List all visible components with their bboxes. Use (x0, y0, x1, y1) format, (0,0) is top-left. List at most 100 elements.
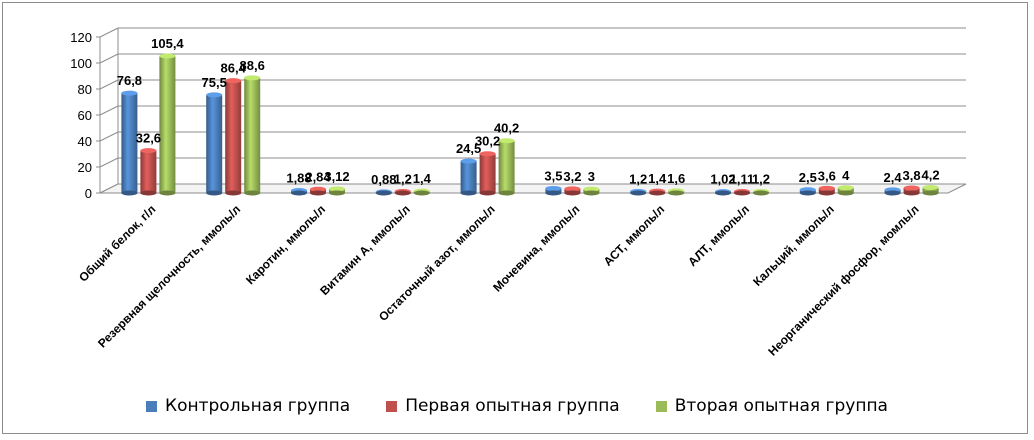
bar-cap (310, 186, 326, 192)
bar-base (394, 190, 411, 196)
bar-base (884, 190, 901, 196)
category-label: Общий белок, г/л (76, 202, 158, 284)
bar-base (375, 190, 392, 196)
y-tick-label: 120 (70, 30, 92, 45)
bar-cap (225, 78, 242, 84)
bar-cap (922, 185, 939, 191)
legend-label: Контрольная группа (165, 396, 351, 416)
data-label: 1,2 (394, 171, 412, 186)
legend-swatch (386, 400, 398, 412)
category-label: АЛТ, ммоль/л (685, 202, 752, 269)
data-label: 3,12 (324, 169, 349, 184)
data-label: 32,6 (136, 131, 161, 146)
data-label: 4 (842, 168, 850, 183)
gridline-depth (99, 53, 119, 64)
bar-base (799, 190, 816, 196)
bar-base (121, 190, 138, 196)
bar-base (291, 190, 307, 196)
bar-base (479, 190, 496, 196)
bar-cap (140, 148, 157, 154)
data-label: 1,11 (730, 172, 755, 187)
bar (121, 93, 138, 193)
bar-base (715, 190, 731, 196)
bar-base (244, 190, 261, 196)
bar (837, 187, 854, 193)
gridline-depth (99, 27, 119, 38)
data-label: 1,2 (629, 171, 647, 186)
data-label: 3,8 (903, 168, 921, 183)
data-label: 75,5 (202, 75, 227, 90)
bar-cap (329, 186, 345, 192)
legend-swatch (655, 400, 667, 412)
legend-item-second-experimental: Вторая опытная группа (655, 396, 888, 416)
data-label: 3,5 (544, 168, 562, 183)
bars (121, 53, 939, 196)
bar (244, 77, 261, 193)
data-label: 30,2 (475, 134, 500, 149)
bar-base (753, 190, 769, 196)
bar-cap (564, 186, 581, 192)
data-label: 1,88 (286, 171, 311, 186)
bar-base (922, 190, 939, 196)
gridline-depth (99, 157, 119, 168)
category-label: Каротин, ммоль/л (243, 202, 328, 287)
bar-base (159, 190, 176, 196)
category-label: Витамин А, ммоль/л (317, 202, 413, 298)
legend-swatch (146, 400, 158, 412)
bar-base (329, 190, 345, 196)
bar-base (818, 190, 835, 196)
bar (922, 187, 939, 193)
data-label: 24,5 (456, 141, 481, 156)
gridline-depth (99, 105, 119, 116)
bar-base (649, 190, 666, 196)
data-label: 88,6 (240, 58, 265, 73)
data-label: 86,4 (221, 61, 247, 76)
bar-base (545, 190, 562, 196)
legend-item-first-experimental: Первая опытная группа (386, 396, 620, 416)
y-tick-label: 0 (85, 186, 92, 201)
bar (225, 80, 242, 193)
category-label: Кальций, ммоль/л (750, 202, 837, 289)
data-labels: 76,8 32,6 105,4 75,586,488,6 1,882,843,12 0,8… (117, 36, 940, 187)
data-label: 1,4 (413, 171, 432, 186)
data-label: 40,2 (494, 121, 519, 136)
data-label: 2,5 (799, 170, 817, 185)
bar-base (140, 190, 157, 196)
category-label: Мочевина, ммоль/л (490, 202, 582, 294)
data-label: 1,4 (648, 171, 667, 186)
data-label: 76,8 (117, 73, 142, 88)
bar-cap (121, 90, 138, 96)
bar-cap (545, 185, 562, 191)
data-label: 3,6 (818, 168, 836, 183)
bar-base (413, 190, 430, 196)
bar-cap (837, 185, 854, 191)
bar-base (564, 190, 581, 196)
gridline-depth (99, 131, 119, 142)
bar-base (460, 190, 477, 196)
category-label: Резервная щелочность, ммоль/л (95, 202, 243, 350)
gridline-depth (99, 79, 119, 90)
bar-base (837, 190, 854, 196)
bar-base (206, 190, 223, 196)
bar-cap (159, 53, 176, 59)
bar-base (630, 190, 647, 196)
bar-cap (903, 185, 920, 191)
data-label: 0,88 (371, 172, 396, 187)
bar-base (498, 190, 515, 196)
bar-base (734, 190, 750, 196)
bar-base (668, 190, 685, 196)
bar (479, 153, 496, 193)
category-label: Неорганический фосфор, момль/л (765, 202, 921, 358)
legend-label: Первая опытная группа (405, 396, 620, 416)
data-label: 1,2 (752, 171, 770, 186)
category-label: АСТ, ммоль/л (601, 202, 668, 269)
y-tick-label: 80 (78, 82, 92, 97)
y-tick-label: 60 (78, 108, 92, 123)
bar-cap (818, 185, 835, 191)
bar-base (583, 190, 600, 196)
bar-cap (460, 158, 477, 164)
legend: Контрольная группа Первая опытная группа… (0, 396, 1034, 416)
y-tick-label: 20 (78, 160, 92, 175)
bar-cap (244, 75, 261, 81)
